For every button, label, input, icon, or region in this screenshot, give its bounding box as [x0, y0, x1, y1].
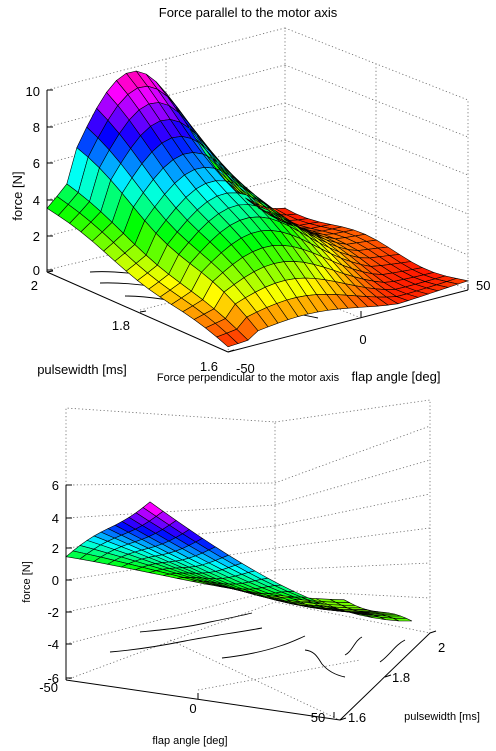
top-surface-patch-15-14	[355, 295, 379, 308]
bottom-x-tick-0: 0	[189, 701, 196, 716]
bottom-plot-axes	[65, 484, 437, 721]
bottom-y-tick-1.6: 1.6	[348, 710, 366, 725]
top-y-tick-1.6: 1.6	[200, 359, 218, 374]
top-y-tick-2: 2	[31, 278, 38, 293]
top-surface-patch-15-0	[216, 332, 239, 348]
bottom-surface-patch-19-11	[393, 617, 413, 622]
top-z-tick-0: 0	[33, 263, 40, 278]
top-y-tick-1.8: 1.8	[112, 318, 130, 333]
bottom-z-tick-neg2: -2	[47, 605, 59, 620]
top-z-tick-2: 2	[33, 229, 40, 244]
top-y-label: pulsewidth [ms]	[37, 362, 127, 377]
bottom-y-tick-1.8: 1.8	[392, 670, 410, 685]
bottom-x-tick-50: 50	[311, 710, 325, 725]
top-z-tick-6: 6	[33, 156, 40, 171]
top-plot-surface	[46, 70, 470, 348]
top-x-tick-0: 0	[359, 332, 366, 347]
bottom-plot-title: Force perpendicular to the motor axis	[157, 372, 340, 384]
bottom-z-label: force [N]	[21, 561, 33, 603]
bottom-plot: Force perpendicular to the motor axis	[21, 372, 480, 747]
top-plot-labels: 10 8 6 4 2 0 force [N] 2 1.8 1.6 pulsewi…	[10, 84, 490, 384]
top-z-tick-10: 10	[26, 84, 40, 99]
bottom-plot-surface	[65, 501, 413, 622]
top-z-tick-4: 4	[33, 193, 40, 208]
top-x-tick-50: 50	[476, 278, 490, 293]
bottom-plot-labels: 6 4 2 0 -2 -4 -6 force [N] -50 0 50 flap…	[21, 478, 480, 747]
bottom-z-tick-0: 0	[52, 573, 59, 588]
top-plot-axes	[46, 89, 469, 353]
bottom-z-tick-neg6: -6	[47, 671, 59, 686]
bottom-y-tick-2: 2	[438, 640, 445, 655]
bottom-z-tick-6: 6	[52, 478, 59, 493]
bottom-x-tick-neg50: -50	[39, 680, 58, 695]
bottom-plot-floor-contours	[109, 612, 406, 678]
bottom-z-tick-neg4: -4	[47, 637, 59, 652]
top-plot: Force parallel to the motor axis	[10, 5, 490, 384]
bottom-z-tick-2: 2	[52, 541, 59, 556]
top-x-tick-neg50: -50	[236, 361, 255, 376]
top-z-tick-8: 8	[33, 120, 40, 135]
bottom-x-label: flap angle [deg]	[152, 735, 227, 747]
top-z-label: force [N]	[10, 171, 25, 220]
bottom-y-label: pulsewidth [ms]	[404, 711, 480, 723]
top-plot-title: Force parallel to the motor axis	[159, 5, 338, 20]
top-x-label: flap angle [deg]	[352, 369, 441, 384]
bottom-z-tick-4: 4	[52, 511, 59, 526]
